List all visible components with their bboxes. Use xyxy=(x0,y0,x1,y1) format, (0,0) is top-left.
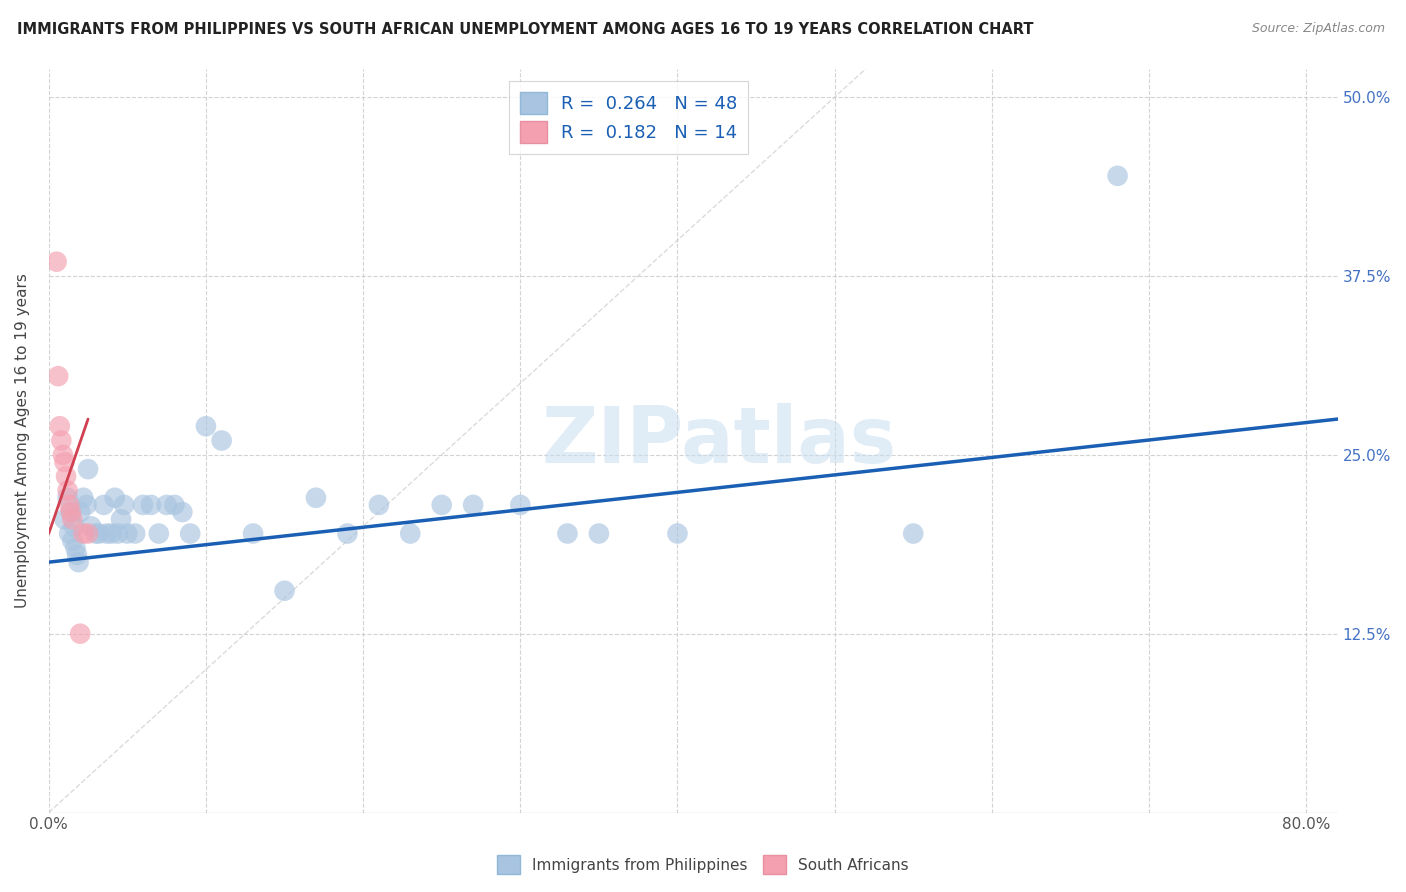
Point xyxy=(51,434,73,448)
Point xyxy=(58,498,80,512)
Point xyxy=(58,526,80,541)
Point xyxy=(69,626,91,640)
Point xyxy=(1107,169,1129,183)
Point xyxy=(56,483,79,498)
Point xyxy=(336,526,359,541)
Point xyxy=(194,419,217,434)
Point xyxy=(53,455,76,469)
Point xyxy=(66,548,89,562)
Point xyxy=(903,526,925,541)
Point xyxy=(666,526,689,541)
Point xyxy=(112,498,135,512)
Point xyxy=(107,526,129,541)
Point xyxy=(84,526,107,541)
Point xyxy=(367,498,389,512)
Point xyxy=(80,519,103,533)
Point xyxy=(93,498,115,512)
Point xyxy=(110,512,132,526)
Point xyxy=(59,505,82,519)
Point xyxy=(87,526,110,541)
Point xyxy=(67,555,90,569)
Point xyxy=(100,526,122,541)
Point xyxy=(63,519,86,533)
Text: ZIPatlas: ZIPatlas xyxy=(541,402,897,478)
Point xyxy=(76,498,98,512)
Point xyxy=(124,526,146,541)
Point xyxy=(132,498,155,512)
Point xyxy=(588,526,610,541)
Point xyxy=(69,505,91,519)
Point xyxy=(463,498,485,512)
Point xyxy=(55,469,77,483)
Point xyxy=(96,526,118,541)
Text: Source: ZipAtlas.com: Source: ZipAtlas.com xyxy=(1251,22,1385,36)
Point xyxy=(56,491,79,505)
Point xyxy=(46,369,69,384)
Point xyxy=(172,505,194,519)
Point xyxy=(60,533,83,548)
Point xyxy=(52,448,75,462)
Point xyxy=(163,498,186,512)
Legend: R =  0.264   N = 48, R =  0.182   N = 14: R = 0.264 N = 48, R = 0.182 N = 14 xyxy=(509,81,748,154)
Point xyxy=(77,462,100,476)
Point xyxy=(59,505,82,519)
Point xyxy=(72,526,94,541)
Point xyxy=(104,491,127,505)
Point xyxy=(139,498,162,512)
Point xyxy=(77,526,100,541)
Point xyxy=(72,491,94,505)
Point xyxy=(242,526,264,541)
Point xyxy=(65,541,87,555)
Y-axis label: Unemployment Among Ages 16 to 19 years: Unemployment Among Ages 16 to 19 years xyxy=(15,273,30,608)
Legend: Immigrants from Philippines, South Africans: Immigrants from Philippines, South Afric… xyxy=(491,849,915,880)
Point xyxy=(48,419,70,434)
Point xyxy=(179,526,201,541)
Point xyxy=(509,498,531,512)
Point xyxy=(305,491,328,505)
Point xyxy=(117,526,139,541)
Point xyxy=(53,512,76,526)
Point xyxy=(557,526,579,541)
Point xyxy=(399,526,422,541)
Point xyxy=(156,498,179,512)
Point xyxy=(148,526,170,541)
Point xyxy=(273,583,295,598)
Point xyxy=(430,498,453,512)
Point xyxy=(211,434,233,448)
Text: IMMIGRANTS FROM PHILIPPINES VS SOUTH AFRICAN UNEMPLOYMENT AMONG AGES 16 TO 19 YE: IMMIGRANTS FROM PHILIPPINES VS SOUTH AFR… xyxy=(17,22,1033,37)
Point xyxy=(60,512,83,526)
Point xyxy=(45,254,67,268)
